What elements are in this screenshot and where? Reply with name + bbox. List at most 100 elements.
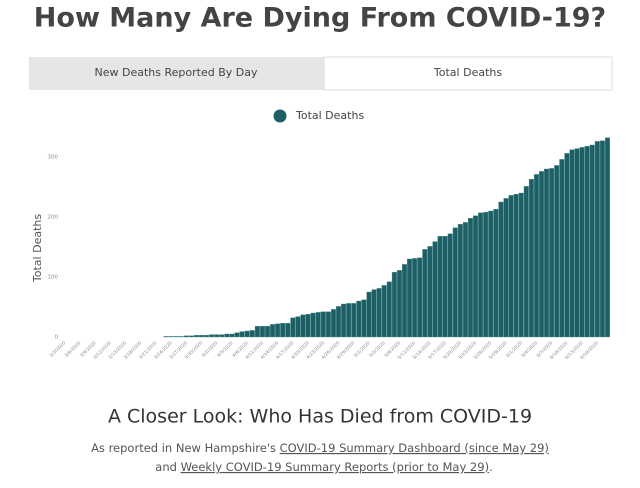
bar — [178, 336, 184, 338]
bar — [478, 212, 484, 338]
bar — [239, 331, 245, 338]
bar — [427, 246, 433, 338]
bar — [371, 289, 377, 338]
tab-active[interactable] — [323, 56, 613, 91]
bar — [295, 316, 301, 338]
bar — [265, 326, 270, 338]
bar — [310, 312, 316, 338]
bar — [503, 198, 509, 338]
bar — [467, 217, 473, 338]
bar — [381, 285, 387, 338]
bar — [305, 314, 311, 338]
note-link[interactable]: COVID-19 Summary Dashboard (since May 29… — [280, 441, 549, 455]
bar — [386, 281, 392, 338]
bar — [173, 336, 179, 338]
bar — [254, 326, 260, 338]
bar — [462, 222, 468, 338]
bar — [417, 257, 423, 338]
bar — [528, 178, 534, 338]
bar — [564, 153, 570, 338]
bar — [199, 335, 205, 338]
bar — [473, 215, 479, 338]
y-axis-label: Total Deaths — [31, 214, 44, 283]
bar — [422, 249, 428, 338]
bar — [498, 201, 504, 338]
bar — [589, 144, 595, 338]
bar — [163, 336, 169, 338]
bar — [391, 272, 397, 338]
bar — [594, 141, 600, 338]
tab-label[interactable]: Total Deaths — [433, 66, 502, 79]
bar — [533, 174, 539, 338]
bar — [209, 334, 215, 338]
bar — [539, 171, 544, 338]
bar — [320, 311, 326, 338]
bar — [599, 140, 605, 338]
bar — [513, 193, 519, 338]
bar — [315, 312, 321, 338]
bar — [432, 241, 438, 338]
y-tick-label: 200 — [48, 215, 59, 221]
bar — [574, 148, 580, 338]
y-tick-label: 0 — [55, 335, 59, 341]
bar — [234, 332, 240, 338]
bar — [188, 335, 194, 338]
bar — [376, 288, 382, 338]
bar — [229, 333, 235, 338]
bar — [508, 195, 514, 338]
note-text: . — [489, 460, 493, 474]
bar — [549, 168, 555, 338]
bar — [204, 335, 210, 338]
bar — [280, 323, 286, 338]
legend-swatch — [273, 109, 287, 123]
bar — [488, 210, 494, 338]
bar — [244, 330, 250, 338]
bar — [604, 137, 610, 338]
bar — [290, 317, 296, 338]
y-tick-label: 100 — [48, 275, 59, 281]
bar — [396, 270, 402, 338]
bar — [437, 235, 443, 338]
note-link[interactable]: Weekly COVID-19 Summary Reports (prior t… — [181, 460, 489, 474]
bar — [361, 299, 367, 338]
bar — [259, 326, 265, 338]
bar — [412, 258, 418, 338]
tab-inactive[interactable] — [29, 57, 324, 90]
bar — [346, 303, 352, 338]
bar — [483, 211, 489, 338]
bar — [341, 303, 347, 338]
page-title: How Many Are Dying From COVID-19? — [34, 3, 606, 34]
bar — [452, 227, 458, 338]
note-text: and — [155, 460, 180, 474]
bar — [351, 303, 357, 338]
bar — [325, 311, 331, 338]
bar — [523, 186, 529, 338]
bar — [330, 309, 336, 338]
bar — [447, 233, 453, 338]
y-tick-label: 300 — [48, 155, 59, 161]
note-text: As reported in New Hampshire's — [91, 441, 280, 455]
bar — [518, 192, 524, 338]
legend-label: Total Deaths — [295, 109, 364, 122]
bar — [402, 264, 407, 338]
bar — [554, 165, 560, 338]
note-line: As reported in New Hampshire's COVID-19 … — [91, 441, 549, 455]
note-line: and Weekly COVID-19 Summary Reports (pri… — [155, 460, 492, 474]
bar — [300, 314, 306, 338]
section-heading: A Closer Look: Who Has Died from COVID-1… — [108, 406, 532, 428]
tab-label[interactable]: New Deaths Reported By Day — [95, 66, 258, 79]
bar — [285, 323, 291, 338]
bar — [569, 149, 575, 338]
bar — [493, 208, 499, 338]
bar — [214, 334, 220, 338]
bar — [168, 336, 174, 338]
bar — [183, 335, 189, 338]
bar — [193, 335, 199, 338]
bar — [356, 300, 362, 338]
bar — [270, 324, 276, 338]
bar — [584, 145, 590, 338]
bar — [407, 258, 413, 338]
bar — [579, 147, 585, 338]
bar — [249, 330, 255, 338]
